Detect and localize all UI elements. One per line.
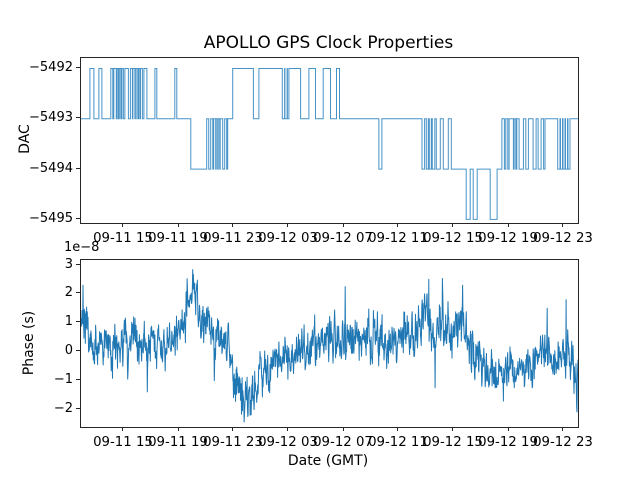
- x-tick-mark: [287, 427, 289, 431]
- x-tick-mark: [287, 223, 289, 227]
- x-tick-label: 09-12 03: [258, 231, 318, 246]
- y-tick-label: 1: [64, 314, 73, 330]
- y-tick-mark: [76, 67, 80, 68]
- x-tick-mark: [452, 427, 454, 431]
- x-tick-mark: [562, 223, 564, 227]
- x-tick-mark: [177, 427, 179, 431]
- xaxis-label: Date (GMT): [287, 453, 369, 469]
- x-tick-label: 09-11 15: [93, 435, 153, 450]
- dac-axes: [80, 57, 579, 224]
- y-tick-label: 0: [64, 342, 73, 358]
- x-tick-label: 09-12 15: [423, 435, 483, 450]
- x-tick-label: 09-12 23: [533, 231, 593, 246]
- x-tick-mark: [562, 427, 564, 431]
- x-tick-mark: [122, 427, 124, 431]
- y-tick-label: −5492: [29, 60, 73, 75]
- y-tick-mark: [76, 321, 80, 323]
- x-tick-label: 09-12 11: [368, 231, 428, 246]
- y-tick-mark: [76, 167, 80, 169]
- x-tick-label: 09-11 23: [203, 435, 263, 450]
- x-tick-label: 09-12 23: [533, 435, 593, 450]
- x-tick-mark: [122, 223, 124, 227]
- x-tick-mark: [232, 427, 234, 431]
- x-tick-mark: [342, 223, 344, 227]
- y-tick-label: −2: [53, 400, 73, 416]
- x-tick-label: 09-11 19: [148, 231, 208, 246]
- x-tick-mark: [397, 223, 399, 227]
- y-tick-mark: [76, 407, 80, 409]
- dac-step-line: [81, 68, 578, 220]
- y-tick-label: −5494: [29, 160, 73, 176]
- x-tick-mark: [397, 427, 399, 431]
- y-tick-mark: [76, 117, 80, 119]
- x-tick-label: 09-11 23: [203, 231, 263, 246]
- x-tick-mark: [232, 223, 234, 227]
- y-tick-label: 2: [64, 285, 73, 301]
- axis-offset-text: 1e−8: [64, 240, 100, 255]
- x-tick-label: 09-12 03: [258, 435, 318, 450]
- phase-noise-line: [81, 269, 578, 423]
- y-tick-label: −5493: [29, 110, 73, 126]
- x-tick-label: 09-12 07: [313, 231, 373, 246]
- y-tick-mark: [76, 292, 80, 294]
- x-tick-label: 09-12 15: [423, 231, 483, 246]
- y-tick-label: 3: [64, 256, 73, 272]
- y-tick-label: −1: [53, 371, 73, 387]
- y-tick-label: −5495: [29, 210, 73, 226]
- x-tick-label: 09-12 19: [478, 435, 538, 450]
- y-tick-mark: [76, 378, 80, 380]
- x-tick-mark: [507, 223, 509, 227]
- x-tick-label: 09-12 11: [368, 435, 428, 450]
- y-tick-mark: [76, 263, 80, 265]
- y-tick-mark: [76, 217, 80, 219]
- x-tick-label: 09-12 07: [313, 435, 373, 450]
- x-tick-mark: [507, 427, 509, 431]
- dac-ylabel: DAC: [17, 124, 33, 154]
- x-tick-label: 09-11 19: [148, 435, 208, 450]
- x-tick-mark: [177, 223, 179, 227]
- phase-axes: [80, 259, 579, 428]
- x-tick-mark: [342, 427, 344, 431]
- chart-title: APOLLO GPS Clock Properties: [203, 33, 454, 53]
- x-tick-mark: [452, 223, 454, 227]
- x-tick-label: 09-12 19: [478, 231, 538, 246]
- x-tick-label: 09-11 15: [93, 231, 153, 246]
- y-tick-mark: [76, 349, 80, 351]
